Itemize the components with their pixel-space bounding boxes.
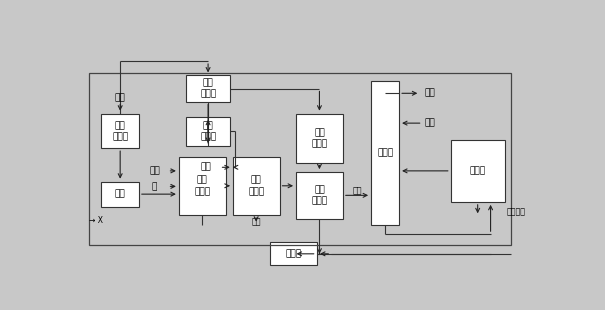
Text: 甲醇
蒸发器: 甲醇 蒸发器 [194, 176, 211, 196]
Text: 氧化
反应器: 氧化 反应器 [312, 128, 327, 148]
FancyBboxPatch shape [179, 157, 226, 215]
Text: 尾气: 尾气 [425, 89, 436, 98]
Text: 三元
加热器: 三元 加热器 [200, 122, 216, 142]
Text: 风机: 风机 [115, 190, 126, 199]
Text: 水: 水 [152, 182, 157, 191]
Text: 三元
过滤器: 三元 过滤器 [200, 78, 216, 99]
Text: 循环
加热器: 循环 加热器 [248, 176, 264, 196]
FancyBboxPatch shape [451, 140, 505, 202]
Text: 残液: 残液 [252, 217, 261, 226]
FancyBboxPatch shape [371, 81, 399, 224]
FancyBboxPatch shape [233, 157, 280, 215]
Text: 真空泵: 真空泵 [286, 249, 302, 258]
Text: 残液: 残液 [352, 186, 362, 195]
Text: → X: → X [89, 216, 103, 225]
Text: 液缩
蒸发器: 液缩 蒸发器 [312, 185, 327, 206]
FancyBboxPatch shape [102, 182, 139, 207]
FancyBboxPatch shape [186, 75, 231, 102]
Text: 甲醛产品: 甲醛产品 [507, 207, 526, 216]
Text: 吸收塔: 吸收塔 [377, 148, 393, 157]
FancyBboxPatch shape [102, 113, 139, 148]
FancyBboxPatch shape [270, 242, 317, 265]
FancyBboxPatch shape [186, 117, 231, 146]
Text: 空气
过滤器: 空气 过滤器 [112, 121, 128, 141]
Text: 空气: 空气 [115, 93, 126, 102]
Text: 清水: 清水 [425, 119, 436, 128]
Text: 甲醇: 甲醇 [149, 166, 160, 175]
FancyBboxPatch shape [296, 113, 343, 162]
Text: 蒸汽: 蒸汽 [200, 163, 211, 172]
FancyBboxPatch shape [296, 172, 343, 219]
Text: 真空槽: 真空槽 [469, 166, 486, 175]
